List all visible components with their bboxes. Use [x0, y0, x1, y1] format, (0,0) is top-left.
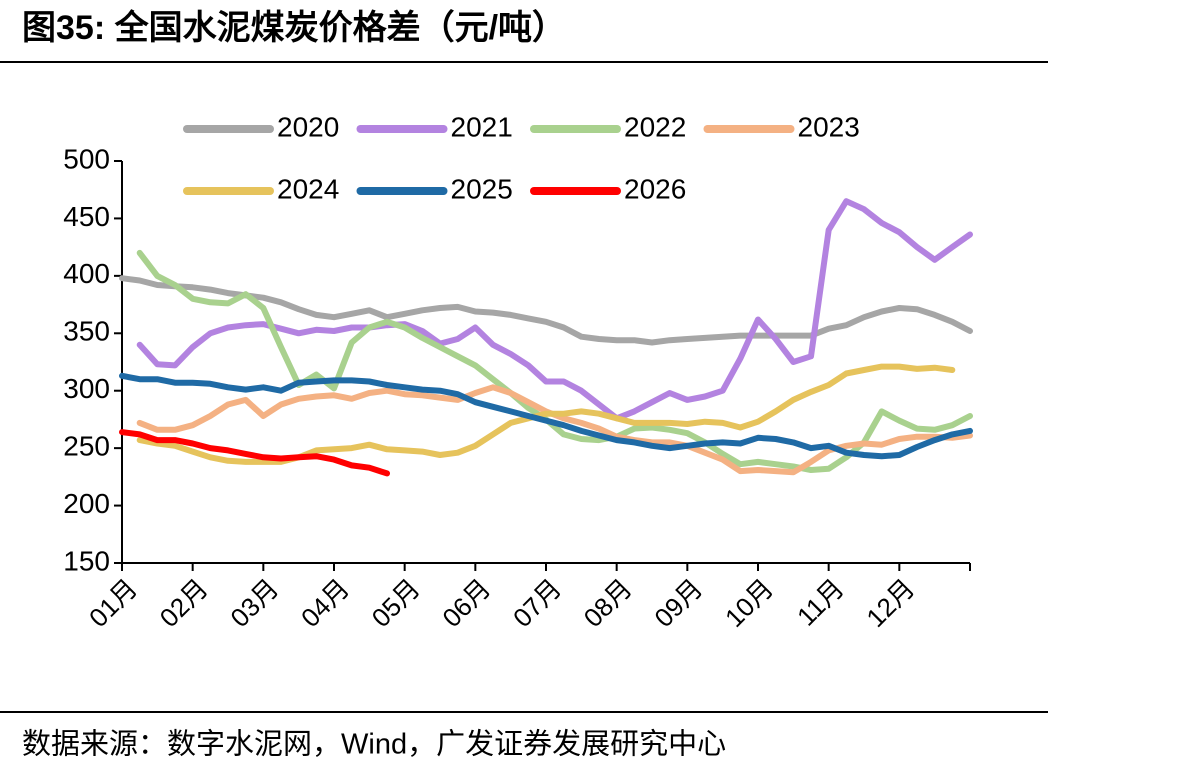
x-tick-label: 12月	[860, 573, 920, 633]
x-tick-label: 05月	[366, 573, 426, 633]
legend-label: 2020	[277, 111, 339, 142]
x-tick-label: 01月	[83, 573, 143, 633]
legend-label: 2026	[624, 173, 686, 204]
y-tick-label: 400	[63, 258, 110, 289]
legend-label: 2022	[624, 111, 686, 142]
x-tick-label: 03月	[224, 573, 284, 633]
x-tick-label: 02月	[154, 573, 214, 633]
y-tick-label: 500	[63, 143, 110, 174]
legend-label: 2025	[451, 173, 513, 204]
series-line	[136, 363, 956, 465]
x-tick-label: 07月	[507, 573, 567, 633]
x-tick-label: 09月	[648, 573, 708, 633]
chart-title: 图35: 全国水泥煤炭价格差（元/吨）	[22, 8, 566, 47]
legend-label: 2023	[798, 111, 860, 142]
y-tick-label: 300	[63, 373, 110, 404]
x-tick-label: 06月	[436, 573, 496, 633]
series-line	[119, 429, 390, 477]
legend-label: 2024	[277, 173, 339, 204]
series-line	[119, 275, 973, 346]
y-tick-label: 250	[63, 431, 110, 462]
series-line	[136, 198, 973, 422]
y-tick-label: 200	[63, 488, 110, 519]
x-tick-label: 04月	[295, 573, 355, 633]
y-tick-label: 450	[63, 201, 110, 232]
x-tick-label: 11月	[791, 573, 850, 632]
series-line	[136, 249, 973, 473]
source-note: 数据来源：数字水泥网，Wind，广发证券发展研究中心	[22, 728, 726, 761]
y-tick-label: 350	[63, 316, 110, 347]
legend-label: 2021	[451, 111, 513, 142]
y-tick-label: 150	[63, 545, 110, 576]
x-tick-label: 08月	[578, 573, 638, 633]
series-line	[119, 372, 973, 460]
x-tick-label: 10月	[719, 573, 779, 633]
